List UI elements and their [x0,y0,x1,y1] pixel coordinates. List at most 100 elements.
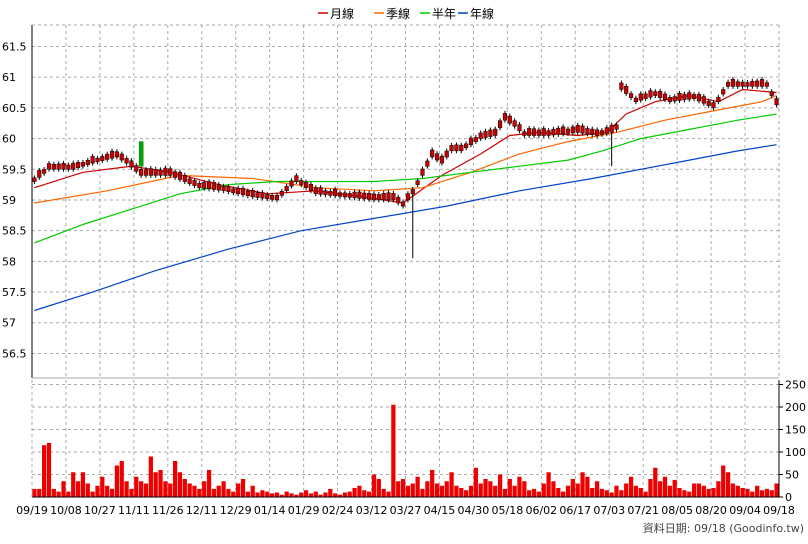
candle-body [609,124,614,133]
candle-body [454,144,459,152]
candle-body [362,192,367,200]
volume-bar [260,490,265,497]
date-tick-label: 07/03 [593,504,625,517]
candle-body [769,91,774,96]
candle-body [85,160,90,165]
volume-bar [662,476,668,497]
volume-bar [575,483,580,497]
volume-bar [643,491,648,497]
candlestick [211,179,216,192]
moving-average-line [34,113,777,244]
candlestick [51,161,56,172]
candlestick [381,190,386,203]
volume-bar [236,483,241,497]
candle-body [71,162,76,170]
volume-bar [333,493,338,497]
candle-body [459,144,464,152]
volume-bar [696,483,702,497]
volume-bar [682,490,687,497]
candlestick [439,153,444,166]
volume-bar [667,485,672,497]
volume-bar [672,479,677,497]
volume-bar [687,491,692,497]
date-tick-label: 12/29 [220,504,252,517]
candle-body [580,125,585,134]
candle-body [163,167,168,176]
candlestick [595,127,600,138]
candlestick [182,172,187,185]
candle-body [502,113,508,121]
volume-bar [444,481,449,497]
candle-body [604,127,609,134]
date-tick-label: 09/18 [763,504,795,517]
candlestick [289,178,294,189]
candlestick [42,167,47,176]
candlestick [245,188,250,199]
candlestick [294,173,299,185]
candle-body [449,145,454,152]
candlestick [187,176,192,187]
candlestick [139,166,144,178]
volume-bar [755,485,760,497]
volume-bar [565,485,571,497]
volume-bar [129,488,134,497]
candlestick [168,166,173,178]
volume-bar [439,485,445,497]
price-tick-label: 59.5 [2,163,27,176]
candle-body [473,137,478,142]
candle-body [294,175,299,182]
candlestick [85,157,90,168]
volume-bar [759,490,765,497]
volume-bar [604,490,609,497]
volume-bar [716,481,721,497]
volume-bar [114,465,120,497]
candlestick [604,125,609,136]
volume-bar [124,481,129,497]
volume-bar [536,491,542,497]
volume-bar [764,488,769,497]
candle-body [483,130,488,138]
price-tick-label: 61 [2,71,16,84]
candlestick [56,161,61,172]
candle-body [226,186,231,193]
candle-body [561,126,566,135]
volume-bar [32,488,37,497]
legend-label: 季線 [386,6,410,21]
candlestick [255,190,260,200]
volume-bar [279,494,284,497]
candle-body [182,174,187,182]
candle-body [90,156,95,164]
candlestick [648,88,653,100]
volume-bar [420,488,425,497]
candlestick [216,182,221,193]
volume-tick-label: 150 [785,424,806,437]
candle-body [735,81,740,87]
candle-body [371,193,377,201]
candlestick [730,76,735,89]
candlestick [231,186,236,196]
candle-body [430,149,435,158]
volume-bar [381,488,386,497]
legend-label: 月線 [330,6,354,21]
candle-body [318,187,323,195]
volume-bar [51,488,56,497]
candlestick [561,124,566,137]
candlestick [701,94,706,106]
candle-body [32,177,37,182]
candlestick [735,79,740,89]
volume-bar [619,490,624,497]
volume-bar [352,488,357,497]
volume-bar [464,490,469,497]
candle-body [764,82,769,87]
candlestick [260,190,265,201]
candle-body [299,180,304,185]
candle-body [517,124,522,132]
legend-label: 年線 [470,6,494,21]
legend-item: 半年 [420,7,456,21]
date-tick-label: 08/20 [695,504,727,517]
candlestick [687,90,692,102]
volume-bar [109,488,115,497]
volume-bar [711,488,716,497]
volume-bar [677,488,682,497]
